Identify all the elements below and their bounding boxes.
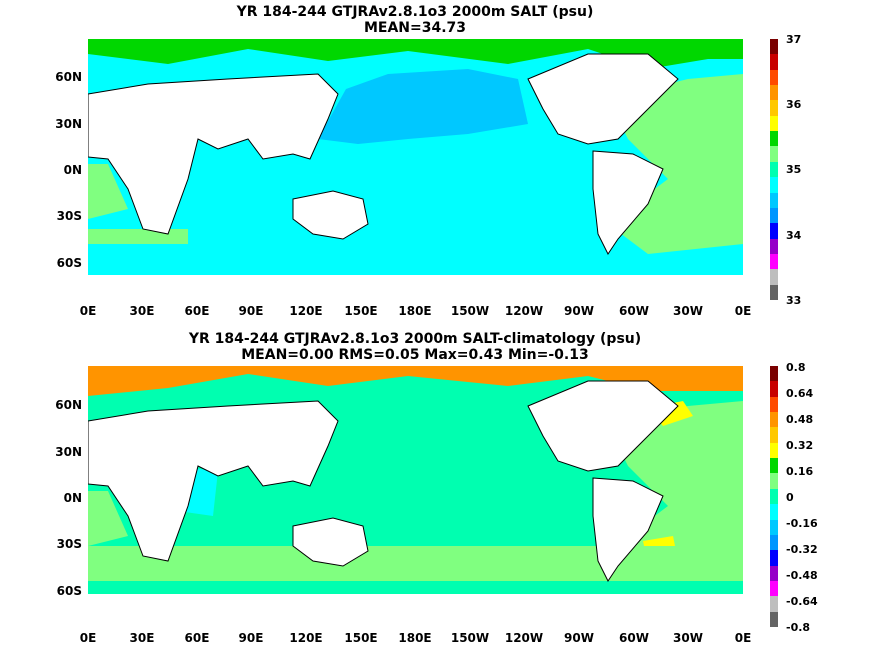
colorbar-segment [770,100,778,117]
panel2-lon-label: 60E [184,631,210,645]
colorbar-segment [770,223,778,240]
colorbar-segment [770,269,778,286]
panel1-lon-label: 60E [184,304,210,318]
panel2-lon-label: 90W [564,631,594,645]
colorbar-segment [770,69,778,86]
panel1-title: YR 184-244 GTJRAv2.8.1o3 2000m SALT (psu… [236,4,594,20]
panel2-lat-label: 60S [56,584,82,598]
panel1-lon-label: 150E [344,304,378,318]
panel2-lon-label: 90E [238,631,264,645]
colorbar-segment [770,192,778,209]
panel1-lat-label: 30N [55,117,82,131]
colorbar-segment [770,412,778,428]
panel2-colorbar-label: -0.64 [786,595,818,608]
panel2-colorbar-label: -0.48 [786,569,818,582]
panel1-lon-label: 0E [734,304,752,318]
panel2-lon-label: 60W [619,631,649,645]
panel1-lon-label: 150W [450,304,490,318]
panel1-subtitle: MEAN=34.73 [363,20,467,36]
panel2-colorbar-label: 0.32 [786,439,814,452]
colorbar-segment [770,580,778,597]
panel1-lon-label: 30W [673,304,703,318]
panel2-colorbar-label: -0.32 [786,543,818,556]
panel1-colorbar-label: 36 [786,98,802,111]
panel1-colorbar-label: 34 [786,229,802,242]
panel2-colorbar-label: 0.16 [786,465,814,478]
colorbar-segment [770,550,778,567]
colorbar-segment [770,161,778,178]
colorbar-segment [770,253,778,270]
colorbar-segment [770,427,778,444]
colorbar-segment [770,534,778,551]
colorbar-segment [770,284,778,301]
colorbar-segment [770,473,778,490]
colorbar-segment [770,565,778,582]
panel1-lat-label: 30S [56,209,82,223]
colorbar-segment [770,596,778,613]
panel2-lat-label: 60N [55,398,82,412]
panel2-lon-label: 0E [734,631,752,645]
panel2-colorbar-label: 0.64 [786,387,814,400]
colorbar-segment [770,54,778,71]
panel2-lon-label: 120W [504,631,544,645]
panel2-colorbar [770,366,778,628]
panel2-lon-label: 30W [673,631,703,645]
colorbar-segment [770,458,778,474]
panel1-lon-label: 90E [238,304,264,318]
panel1-lat-label: 60N [55,70,82,84]
panel1-colorbar-label: 35 [786,163,802,176]
panel2-subtitle: MEAN=0.00 RMS=0.05 Max=0.43 Min=-0.13 [241,347,589,363]
panel2-lat-label: 30N [55,445,82,459]
colorbar-segment [770,381,778,398]
panel1-lon-label: 180E [398,304,432,318]
panel1-map [88,39,743,300]
panel2-colorbar-label: -0.16 [786,517,818,530]
colorbar-segment [770,611,778,628]
colorbar-segment [770,115,778,132]
panel1-lat-label: 60S [56,256,82,270]
panel2-lat-label: 0N [63,491,82,505]
panel2-lat-label: 30S [56,537,82,551]
colorbar-segment [770,207,778,224]
panel1-colorbar-label: 33 [786,294,802,307]
panel1-colorbar [770,39,778,301]
panel1-lon-label: 60W [619,304,649,318]
colorbar-segment [770,238,778,255]
colorbar-segment [770,519,778,536]
panel2-lon-label: 0E [79,631,97,645]
panel2-title: YR 184-244 GTJRAv2.8.1o3 2000m SALT-clim… [188,331,642,347]
panel1-lat-label: 0N [63,163,82,177]
panel1-lon-label: 0E [79,304,97,318]
panel2-colorbar-label: -0.8 [786,621,811,634]
panel2-lon-label: 180E [398,631,432,645]
panel1-lon-label: 90W [564,304,594,318]
colorbar-segment [770,396,778,413]
panel2-colorbar-label: 0.48 [786,413,814,426]
panel2-lon-label: 150E [344,631,378,645]
colorbar-segment [770,366,778,382]
colorbar-segment [770,488,778,505]
panel2-colorbar-label: 0 [786,491,794,504]
panel1-lon-label: 120W [504,304,544,318]
colorbar-segment [770,85,778,101]
panel1-lon-label: 30E [129,304,155,318]
panel2-lon-label: 120E [289,631,323,645]
colorbar-segment [770,504,778,521]
panel2-lon-label: 150W [450,631,490,645]
panel2-lon-label: 30E [129,631,155,645]
colorbar-segment [770,39,778,55]
colorbar-segment [770,442,778,459]
panel1-lon-label: 120E [289,304,323,318]
colorbar-segment [770,146,778,163]
colorbar-segment [770,131,778,147]
panel2-colorbar-label: 0.8 [786,361,806,374]
colorbar-segment [770,177,778,194]
panel2-map [88,366,743,627]
panel1-colorbar-label: 37 [786,33,802,46]
